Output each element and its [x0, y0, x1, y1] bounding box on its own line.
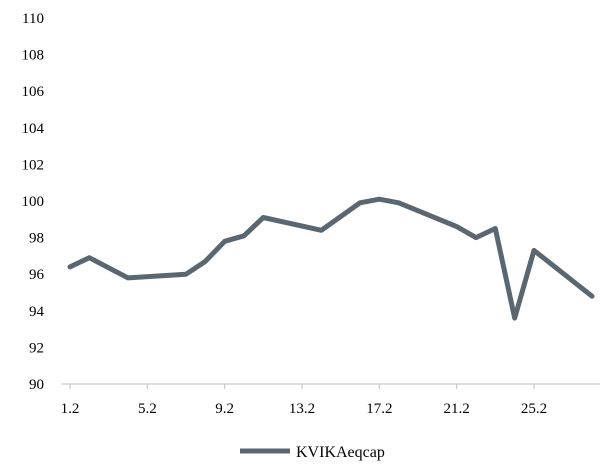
x-tick-label: 1.2 — [61, 401, 80, 417]
x-axis: 1.2 5.2 9.2 13.2 17.2 21.2 25.2 — [61, 383, 600, 417]
x-tick-label: 17.2 — [366, 401, 392, 417]
y-tick-label: 110 — [22, 11, 44, 27]
y-tick-label: 90 — [29, 377, 44, 393]
series-line-0 — [67, 196, 595, 321]
y-tick-label: 104 — [22, 121, 45, 137]
y-tick-label: 108 — [22, 48, 45, 64]
x-tick-label: 21.2 — [444, 401, 470, 417]
y-tick-label: 106 — [22, 84, 45, 100]
y-tick-label: 94 — [29, 304, 45, 320]
legend-label: KVIKAeqcap — [296, 444, 385, 461]
x-tick-label: 5.2 — [138, 401, 157, 417]
x-tick-label: 13.2 — [289, 401, 315, 417]
y-axis: 90 92 94 96 98 100 102 104 106 108 110 — [22, 11, 45, 393]
y-tick-label: 100 — [22, 194, 45, 210]
y-tick-label: 98 — [29, 231, 44, 247]
x-tick-label: 9.2 — [215, 401, 234, 417]
y-tick-label: 96 — [29, 267, 45, 283]
legend: KVIKAeqcap — [240, 444, 385, 461]
series-layer — [67, 196, 595, 321]
y-tick-label: 92 — [29, 340, 44, 356]
x-tick-label: 25.2 — [521, 401, 547, 417]
y-tick-label: 102 — [22, 157, 45, 173]
